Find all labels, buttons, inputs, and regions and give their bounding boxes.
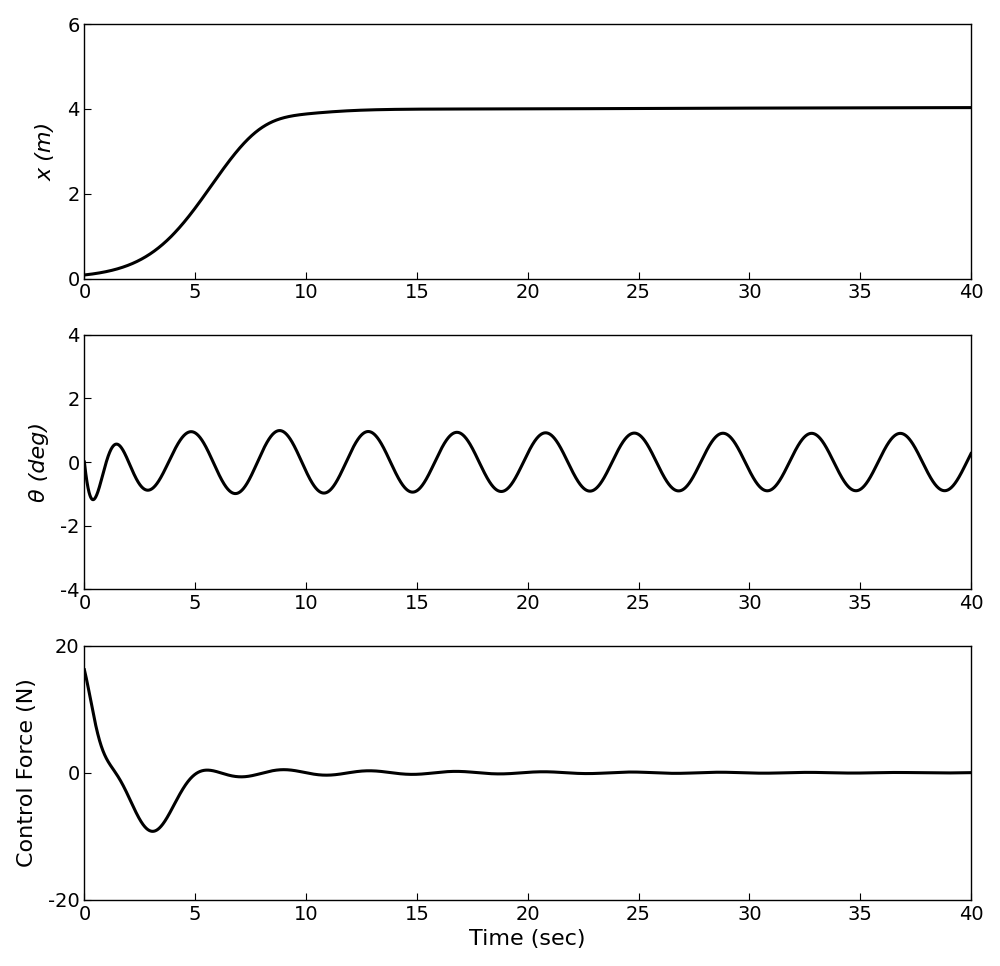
X-axis label: Time (sec): Time (sec) bbox=[469, 929, 586, 950]
Y-axis label: Control Force (N): Control Force (N) bbox=[17, 678, 37, 867]
Y-axis label: x (m): x (m) bbox=[36, 122, 56, 181]
Y-axis label: θ (deg): θ (deg) bbox=[29, 422, 49, 502]
